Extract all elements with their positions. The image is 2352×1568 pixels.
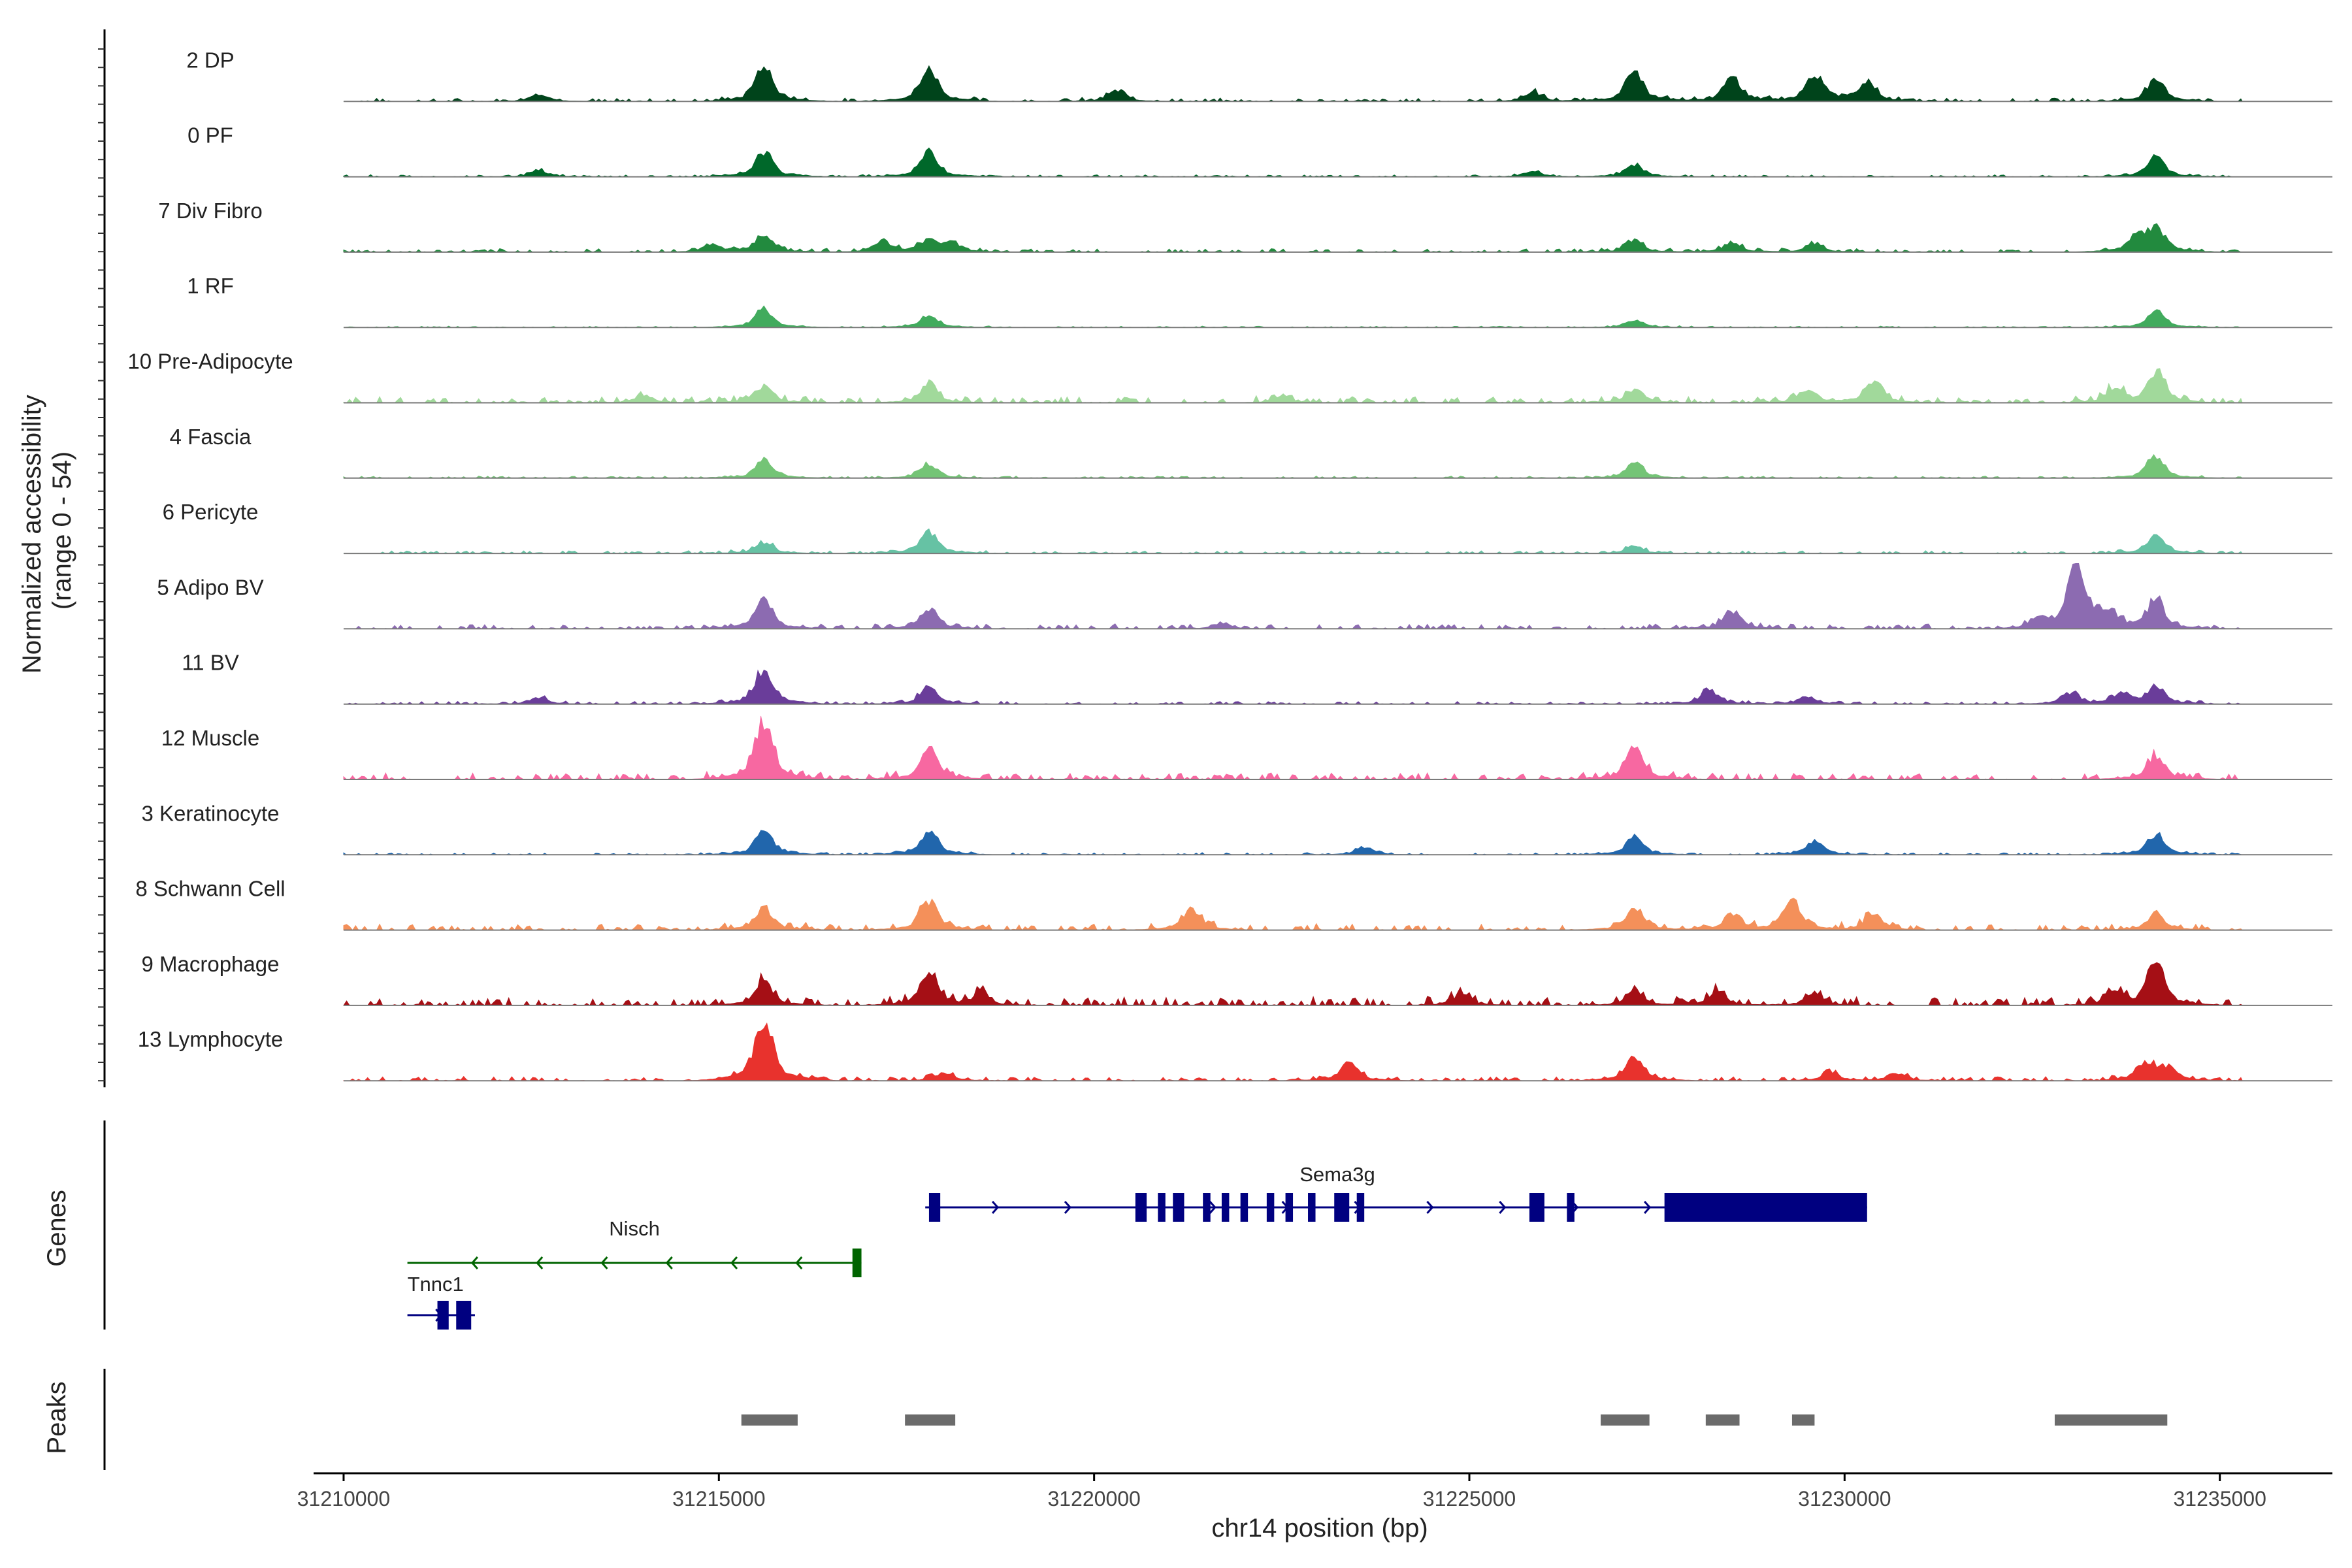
gene-label: Sema3g — [1299, 1163, 1375, 1186]
exon — [1356, 1193, 1365, 1222]
coverage-area-3 — [343, 223, 2243, 253]
track-label: 10 Pre-Adipocyte — [127, 350, 293, 374]
peak-region — [1791, 1414, 1815, 1426]
peak-region — [905, 1414, 956, 1426]
x-tick-label: 31225000 — [1423, 1487, 1516, 1511]
strand-arrow — [665, 1256, 673, 1269]
exon — [1285, 1193, 1294, 1222]
exon — [1158, 1193, 1166, 1222]
exon — [437, 1301, 449, 1330]
coverage-area-5 — [343, 368, 2243, 404]
track-label: 11 BV — [182, 651, 238, 675]
exon — [1135, 1193, 1147, 1222]
x-tick-label: 31215000 — [672, 1487, 765, 1511]
x-tick-label: 31220000 — [1047, 1487, 1140, 1511]
peak-region — [741, 1414, 798, 1426]
x-axis: 31210000 31215000 31220000 31225000 31230000… — [297, 1472, 2332, 1511]
peak-region — [1705, 1414, 1740, 1426]
exon — [928, 1193, 941, 1222]
strand-arrow — [536, 1256, 544, 1269]
strand-arrow — [730, 1256, 738, 1269]
strand-arrow — [600, 1256, 608, 1269]
x-tick-label: 31210000 — [297, 1487, 390, 1511]
track-label: 7 Div Fibro — [158, 199, 263, 223]
coverage-area-6 — [343, 453, 2244, 479]
coverage-area-13 — [343, 962, 2244, 1006]
exon — [1173, 1193, 1184, 1222]
x-tick-label: 31230000 — [1798, 1487, 1891, 1511]
coverage-area-10 — [343, 715, 2243, 780]
left-axes — [98, 29, 106, 1470]
exon — [1567, 1193, 1575, 1222]
peak-region — [1601, 1414, 1650, 1426]
track-labels: 2 DP 0 PF 7 Div Fibro 1 RF 10 Pre-Adipocyte 4… — [127, 48, 293, 1051]
peak-region — [2054, 1414, 2168, 1426]
strand-arrow — [1499, 1201, 1507, 1214]
y-axis-title: Normalized accessibility (range 0 - 54) — [18, 387, 76, 674]
strand-arrow — [795, 1256, 803, 1269]
track-label: 1 RF — [187, 274, 234, 298]
peaks-track-title: Peaks — [42, 1381, 71, 1454]
coverage-area-14 — [343, 1022, 2243, 1081]
exon — [1266, 1193, 1275, 1222]
coverage-area-4 — [343, 305, 2243, 328]
coverage-area-7 — [343, 528, 2244, 554]
coverage-area-11 — [343, 830, 2243, 855]
track-label: 8 Schwann Cell — [135, 877, 285, 901]
gene-label: Nisch — [609, 1217, 660, 1240]
coverage-area-8 — [343, 563, 2243, 630]
track-label: 13 Lymphocyte — [138, 1027, 284, 1051]
exon — [1529, 1193, 1544, 1222]
exon — [1203, 1193, 1211, 1222]
track-label: 5 Adipo BV — [157, 575, 263, 599]
genes-track-title: Genes — [42, 1190, 71, 1267]
coverage-area-9 — [343, 669, 2243, 705]
exon — [1308, 1193, 1316, 1222]
gene-label: Tnnc1 — [408, 1273, 464, 1296]
track-label: 2 DP — [186, 48, 234, 72]
exon — [852, 1249, 862, 1277]
track-label: 0 PF — [188, 123, 233, 148]
peak-track — [741, 1414, 2168, 1426]
exon — [456, 1301, 472, 1330]
coverage-tracks — [343, 65, 2332, 1082]
strand-arrow — [1064, 1201, 1071, 1214]
x-tick-label: 31235000 — [2174, 1487, 2266, 1511]
track-label: 12 Muscle — [161, 726, 259, 750]
track-label: 3 Keratinocyte — [142, 801, 280, 825]
strand-arrow — [470, 1256, 478, 1269]
coverage-area-2 — [343, 147, 2243, 178]
coverage-area-12 — [343, 898, 2244, 931]
x-axis-title: chr14 position (bp) — [1211, 1514, 1428, 1543]
strand-arrow — [1209, 1201, 1217, 1214]
exon — [1240, 1193, 1249, 1222]
track-label: 9 Macrophage — [142, 952, 280, 976]
track-label: 6 Pericyte — [163, 500, 259, 524]
strand-arrow — [1644, 1201, 1652, 1214]
exon — [1334, 1193, 1350, 1222]
exon — [1664, 1193, 1867, 1222]
exon — [1221, 1193, 1230, 1222]
strand-arrow — [1426, 1201, 1434, 1214]
track-label: 4 Fascia — [170, 425, 252, 449]
strand-arrow — [991, 1201, 1000, 1214]
gene-track: Sema3g Nisch Tnnc1 — [407, 1163, 1867, 1330]
coverage-area-1 — [343, 65, 2243, 102]
